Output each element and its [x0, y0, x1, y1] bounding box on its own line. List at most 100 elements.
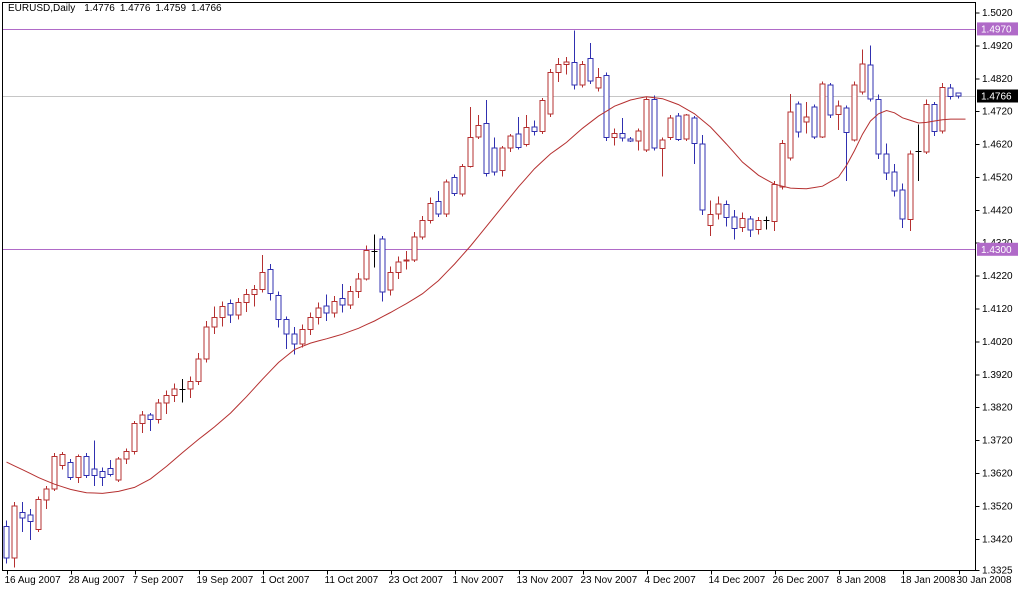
- candle: [483, 99, 490, 177]
- level-price-badge: 1.4970: [977, 22, 1018, 36]
- candle: [795, 101, 802, 138]
- price-badges: 1.4970 1.4300 1.4766: [977, 22, 1018, 256]
- candle: [363, 245, 370, 281]
- candle: [723, 200, 730, 227]
- candle: [595, 67, 602, 92]
- x-tick-label: 16 Aug 2007: [5, 575, 62, 586]
- candle: [339, 283, 346, 313]
- candle: [387, 266, 394, 296]
- candle: [539, 98, 546, 135]
- candle: [931, 101, 938, 136]
- x-tick-label: 23 Oct 2007: [389, 575, 444, 586]
- x-tick-label: 26 Dec 2007: [773, 575, 830, 586]
- candle: [907, 150, 914, 231]
- candle: [787, 94, 794, 161]
- candle: [227, 299, 234, 323]
- candle: [347, 286, 354, 310]
- candle: [443, 179, 450, 218]
- candle: [203, 321, 210, 363]
- candle: [547, 69, 554, 118]
- candle: [843, 105, 850, 181]
- y-tick-label: 1.3420: [982, 534, 1013, 545]
- candle: [715, 196, 722, 220]
- x-tick-label: 18 Jan 2008: [901, 575, 956, 586]
- candle: [667, 115, 674, 141]
- candle: [171, 383, 178, 402]
- candle: [819, 81, 826, 139]
- candle: [579, 61, 586, 88]
- candle: [875, 94, 882, 159]
- candle: [955, 92, 962, 99]
- candle: [739, 212, 746, 233]
- candle: [755, 217, 762, 235]
- candle: [571, 30, 578, 90]
- candle: [459, 163, 466, 197]
- candle: [67, 459, 74, 481]
- candle: [451, 174, 458, 197]
- candle: [691, 115, 698, 164]
- candle: [211, 306, 218, 335]
- y-tick-label: 1.4220: [982, 271, 1013, 282]
- candle: [19, 501, 26, 533]
- y-tick-label: 1.3820: [982, 403, 1013, 414]
- candle: [899, 183, 906, 228]
- candle: [851, 81, 858, 142]
- candle: [859, 49, 866, 95]
- y-tick-label: 1.4620: [982, 140, 1013, 151]
- x-tick-label: 1 Oct 2007: [261, 575, 310, 586]
- level-lines[interactable]: [3, 29, 975, 250]
- candle: [867, 45, 874, 102]
- badge-label: 1.4300: [981, 245, 1012, 256]
- candle: [523, 115, 530, 147]
- candle: [43, 486, 50, 510]
- x-axis[interactable]: 16 Aug 2007 28 Aug 2007 7 Sep 2007 19 Sep 2…: [5, 570, 1012, 587]
- x-tick-label: 30 Jan 2008: [957, 575, 1012, 586]
- candle: [267, 264, 274, 301]
- moving-average-line[interactable]: [6, 96, 966, 494]
- current-price-badge: 1.4766: [977, 89, 1018, 103]
- candle: [651, 95, 658, 151]
- candle: [139, 411, 146, 433]
- candle: [563, 56, 570, 75]
- candle: [419, 215, 426, 240]
- candle: [835, 100, 842, 131]
- badge-label: 1.4970: [981, 24, 1012, 35]
- candle: [811, 104, 818, 140]
- candle: [51, 453, 58, 492]
- candle: [155, 398, 162, 424]
- candle: [371, 234, 378, 268]
- quote-header: EURUSD,Daily 1.4776 1.4776 1.4759 1.4766: [8, 3, 227, 14]
- candle: [683, 113, 690, 141]
- candle: [699, 134, 706, 215]
- y-tick-label: 1.3520: [982, 501, 1013, 512]
- candle: [475, 115, 482, 139]
- candle: [763, 216, 770, 230]
- candle: [219, 301, 226, 327]
- candle: [603, 72, 610, 141]
- candle: [91, 440, 98, 486]
- level-price-badge: 1.4300: [977, 242, 1018, 256]
- candle: [891, 163, 898, 197]
- symbol-timeframe-label: EURUSD,Daily: [8, 3, 76, 14]
- y-tick-label: 1.3325: [982, 566, 1013, 577]
- candle: [747, 215, 754, 237]
- candle: [627, 136, 634, 143]
- candle: [555, 57, 562, 83]
- candle: [299, 324, 306, 348]
- candle: [315, 302, 322, 325]
- x-tick-label: 1 Nov 2007: [453, 575, 505, 586]
- candle: [83, 453, 90, 478]
- candle: [75, 454, 82, 483]
- x-tick-label: 28 Aug 2007: [69, 575, 126, 586]
- candle: [131, 421, 138, 455]
- candle: [251, 284, 258, 307]
- candle: [163, 390, 170, 414]
- candle: [115, 457, 122, 483]
- candle: [403, 250, 410, 270]
- candle: [331, 296, 338, 318]
- x-tick-label: 7 Sep 2007: [133, 575, 185, 586]
- candle: [675, 113, 682, 141]
- y-tick-label: 1.3920: [982, 370, 1013, 381]
- candle: [147, 413, 154, 431]
